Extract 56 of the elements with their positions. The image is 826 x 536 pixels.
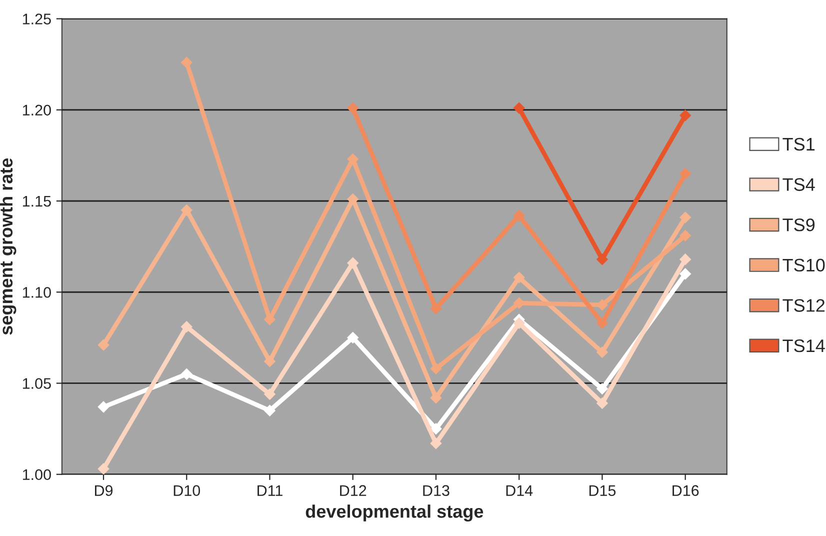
x-tick-label: D11	[258, 485, 282, 496]
x-tick-label: D14	[506, 485, 533, 496]
point	[264, 404, 276, 416]
point	[596, 317, 608, 329]
point	[679, 168, 692, 180]
point	[430, 362, 442, 375]
x-tick-label: D12	[340, 485, 366, 496]
y-tick-label: 1.10	[22, 286, 51, 298]
y-tick-label: 1.15	[22, 196, 51, 207]
point	[596, 253, 608, 266]
point	[513, 102, 525, 114]
y-tick-label: 1.25	[22, 14, 51, 24]
point	[98, 463, 110, 474]
y-tick-label: 1.20	[22, 104, 51, 116]
point	[679, 268, 692, 280]
point	[180, 368, 193, 380]
x-tick-label: D16	[672, 485, 699, 496]
point	[596, 382, 608, 395]
point	[596, 397, 608, 410]
x-tick-label: D10	[174, 485, 200, 496]
point	[180, 320, 193, 333]
legend-label: TS9	[782, 218, 815, 232]
point	[264, 388, 276, 400]
point	[346, 153, 359, 165]
point	[98, 339, 110, 351]
point	[264, 355, 276, 368]
point	[679, 212, 692, 224]
legend-label: TS10	[782, 258, 825, 272]
point	[346, 193, 359, 206]
legend-label: TS14	[782, 339, 825, 352]
point	[679, 253, 692, 266]
y-tick-label: 1.00	[22, 469, 51, 480]
point	[180, 56, 193, 68]
x-tick-label: D13	[423, 485, 450, 496]
legend-label: TS12	[782, 299, 825, 312]
point	[430, 422, 442, 435]
point	[430, 392, 442, 404]
point	[346, 332, 359, 344]
point	[98, 401, 110, 413]
point	[513, 272, 525, 284]
point	[180, 204, 193, 216]
x-tick-label: D9	[94, 485, 113, 496]
y-tick-label: 1.05	[22, 378, 51, 389]
legend-label: TS1	[782, 138, 815, 151]
x-axis-title: developmental stage	[306, 504, 484, 522]
point	[430, 302, 442, 314]
point	[679, 230, 692, 242]
point	[513, 317, 525, 329]
point	[513, 210, 525, 222]
point	[346, 102, 359, 114]
point	[430, 437, 442, 450]
point	[596, 346, 608, 358]
point	[679, 109, 692, 122]
point	[346, 257, 359, 269]
x-tick-label: D15	[589, 485, 616, 496]
legend-label: TS4	[782, 178, 815, 191]
